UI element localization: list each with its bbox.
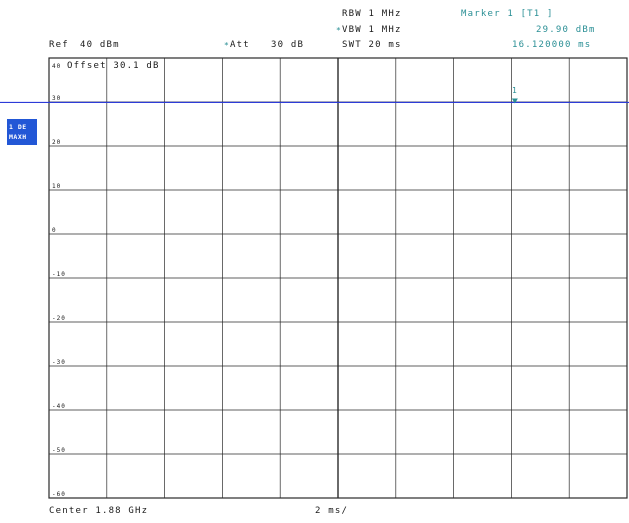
ref-value: 40 dBm [80,40,120,50]
y-tick-label: 10 [52,183,62,190]
y-tick-label: -20 [52,315,66,322]
att-label: Att [230,40,250,50]
y-tick-label: -10 [52,271,66,278]
trace-layer [0,98,629,104]
y-tick-label: -30 [52,359,66,366]
marker-triangle[interactable] [511,98,518,104]
trace-mode-badge[interactable]: 1 DE MAXH [7,119,37,145]
vbw-modified-star: * [336,26,341,35]
ref-label: Ref [49,40,69,50]
center-frequency: Center 1.88 GHz [49,506,149,516]
y-tick-label: -50 [52,447,66,454]
sweep-per-division: 2 ms/ [315,506,349,516]
marker-level: 29.90 dBm [536,25,596,35]
y-tick-label: -60 [52,491,66,498]
trace-mode-line2: MAXH [9,133,27,141]
swt-setting: SWT 20 ms [342,40,402,50]
y-tick-label: 40 [52,63,62,70]
att-value: 30 dB [271,40,305,50]
att-modified-star: * [224,41,229,50]
y-tick-label: 0 [52,227,57,234]
marker-time: 16.120000 ms [512,40,592,50]
grid-lines [48,57,628,499]
y-tick-label: -40 [52,403,66,410]
y-tick-label: 30 [52,95,62,102]
marker-label: Marker 1 [T1 ] [461,9,554,19]
offset-text: Offset 30.1 dB [67,61,160,71]
vbw-setting: VBW 1 MHz [342,25,402,35]
trace-mode-line1: 1 DE [9,123,27,131]
marker-number-label: 1 [512,86,519,95]
rbw-setting: RBW 1 MHz [342,9,402,19]
y-tick-label: 20 [52,139,62,146]
